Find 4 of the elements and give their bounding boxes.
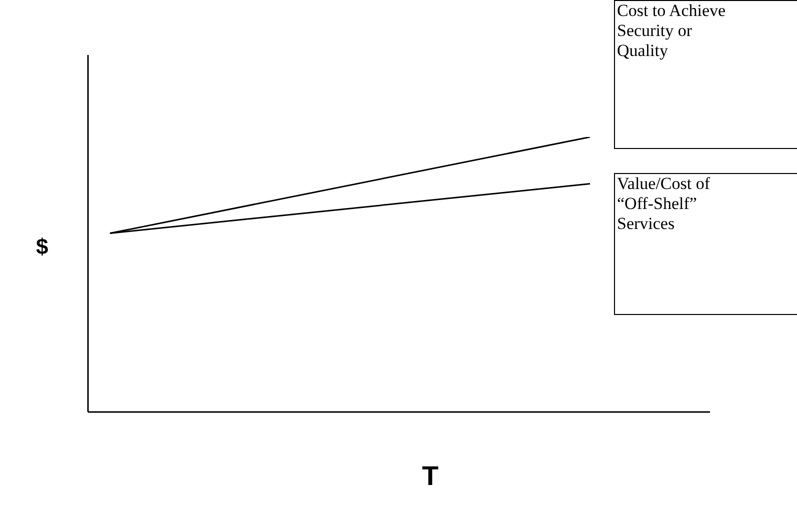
series-label: Value/Cost of “Off-Shelf” Services xyxy=(617,174,712,234)
y-axis-title: $ xyxy=(36,234,48,260)
text: Cost to Achieve Security or Quality xyxy=(617,1,727,61)
x-axis-title: T xyxy=(422,461,438,492)
